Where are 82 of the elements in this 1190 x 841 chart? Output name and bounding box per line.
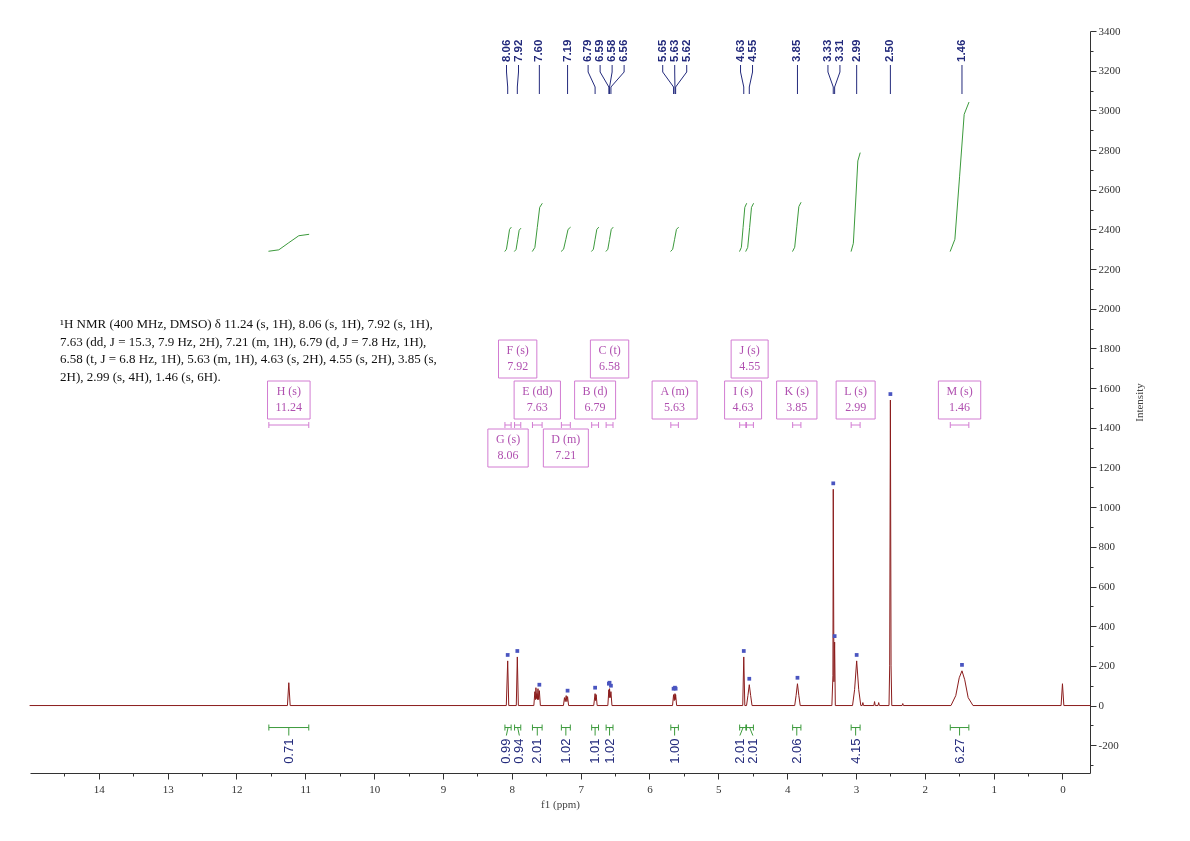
annotation: 2.01 [744,738,760,764]
annotation: 3.33 [820,39,833,62]
annotation: G (s) 8.06 [495,432,521,462]
annotation: 6.27 [951,738,967,764]
x-tick-label: 4 [784,782,791,795]
annotation: 2.99 [849,39,862,62]
annotation: 5.65 [655,39,668,62]
y-tick-label: 200 [1098,659,1116,672]
annotation: 6.58 [605,39,618,62]
annotation: 6.79 [581,39,594,62]
x-tick-label: 13 [162,782,175,795]
x-tick-label: 7 [578,782,585,795]
annotation: 7.19 [560,39,573,62]
annotation: 0.94 [511,738,527,764]
annotation: 1.02 [557,738,573,764]
annotation: 2.50 [883,39,896,62]
x-tick-label: 0 [1060,782,1067,795]
x-tick-label: 6 [647,782,654,795]
annotation: 1.02 [601,738,617,764]
x-tick-label: 3 [853,782,860,795]
annotation: 6.59 [593,39,606,62]
y-tick-label: 600 [1098,580,1116,593]
annotation: ¹H NMR (400 MHz, DMSO) δ 11.24 (s, 1H), 8.06 (s, 1H), 7.92 (s, 1H), 7.63 (dd, J = 15.3, 7.9 Hz, 2H), 7.21 (m, 1H), 6.79 (d, J = 7.8 Hz, 1H), 6.58 (t, J = 6.8 Hz, 1H), 5.63 (m, 1H), 4.63 (s, 2H), 4.55 (s, 2H), 3.85 (s, 2H), 2.99 (s, 4H), 1.46 (s, 6H). [60,316,437,384]
y-tick-label: 2800 [1098,143,1121,156]
annotation: 8.06 [499,39,512,62]
annotation: M (s) 1.46 [946,384,973,414]
x-tick-label: 2 [922,782,929,795]
x-tick-label: 11 [300,782,312,795]
x-tick-label: 14 [93,782,106,795]
y-tick-label: 1000 [1098,500,1121,513]
annotation: 3.85 [790,39,803,62]
annotation: 6.56 [617,39,630,62]
x-tick-label: 10 [369,782,381,795]
annotation: 7.60 [532,39,545,62]
x-tick-label: 12 [231,782,243,795]
y-tick-label: 3000 [1098,103,1121,116]
annotation: I (s) 4.63 [732,384,754,414]
x-tick-label: 1 [991,782,997,795]
y-tick-label: 2000 [1098,302,1121,315]
y-tick-label: 1600 [1098,381,1121,394]
annotation: 0.99 [498,738,514,764]
x-tick-label: 5 [716,782,723,795]
annotation: 4.15 [847,738,863,764]
y-tick-label: 800 [1098,540,1116,553]
annotation: B (d) 6.79 [582,384,608,414]
annotation: 5.63 [667,39,680,62]
y-tick-label: 3400 [1098,24,1121,37]
y-tick-label: 1400 [1098,421,1121,434]
y-tick-label: 400 [1098,619,1116,632]
annotation: 4.55 [745,39,758,62]
annotation: 2.06 [788,738,804,764]
y-tick-label: 2400 [1098,222,1121,235]
annotation: C (t) 6.58 [598,343,621,373]
annotation: 2.01 [529,738,545,764]
annotation: E (dd) 7.63 [522,384,553,414]
y-tick-label: 2200 [1098,262,1121,275]
annotation: J (s) 4.55 [739,343,761,373]
annotation: 0.71 [280,738,296,764]
annotation: 3.31 [832,39,845,62]
annotation: A (m) 5.63 [660,384,689,414]
annotation: K (s) 3.85 [784,384,809,414]
annotation: 1.46 [954,39,967,62]
annotation: L (s) 2.99 [844,384,867,414]
annotation: 7.92 [511,39,524,62]
y-tick-label: 1200 [1098,460,1121,473]
annotation: 4.63 [733,39,746,62]
annotation: 1.01 [587,738,603,764]
annotation: 1.00 [666,738,682,764]
y-tick-label: -200 [1098,738,1120,751]
annotation: D (m) 7.21 [551,432,581,462]
annotation: 5.62 [679,39,692,62]
annotation: H (s) 11.24 [275,384,303,414]
y-tick-label: 2600 [1098,183,1121,196]
annotation: F (s) 7.92 [506,343,529,373]
annotation: 2.01 [731,738,747,764]
y-axis-title: Intensity [1132,382,1145,422]
y-tick-label: 0 [1098,699,1105,712]
x-tick-label: 8 [509,782,516,795]
x-tick-label: 9 [440,782,447,795]
y-tick-label: 1800 [1098,341,1121,354]
y-tick-label: 3200 [1098,64,1121,77]
x-axis-title: f1 (ppm) [541,797,581,811]
